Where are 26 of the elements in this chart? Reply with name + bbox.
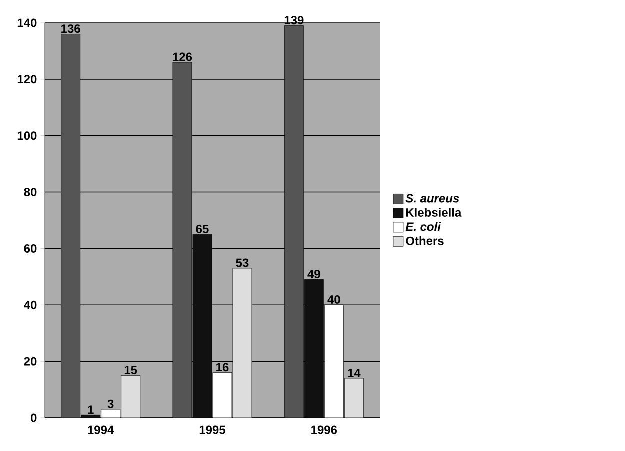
data-label: 65 (196, 224, 209, 234)
x-tick-label: 1995 (200, 426, 226, 434)
data-label: 126 (173, 52, 192, 62)
data-label: 3 (108, 400, 114, 408)
y-tick-label: 80 (24, 188, 37, 197)
legend-label: Klebsiella (406, 208, 462, 217)
y-tick-label: 120 (18, 75, 37, 84)
data-label: 14 (348, 369, 361, 378)
x-tick-label: 1994 (88, 426, 114, 434)
y-tick-label: 20 (24, 357, 37, 366)
data-label: 16 (216, 363, 229, 372)
data-label: 1 (88, 406, 94, 414)
y-tick-label: 40 (24, 300, 37, 310)
data-label: 15 (124, 366, 138, 374)
y-tick-label: 0 (30, 414, 37, 422)
x-tick-label: 1996 (312, 426, 338, 434)
y-tick-label: 140 (18, 18, 37, 28)
data-label: 136 (62, 24, 80, 34)
legend-label: S. aureus (406, 194, 460, 203)
data-label: 53 (236, 258, 249, 268)
data-label: 40 (328, 295, 340, 304)
data-label: 49 (308, 270, 320, 279)
legend-label: E. coli (406, 222, 442, 232)
y-tick-label: 100 (18, 132, 37, 140)
y-tick-label: 60 (24, 244, 37, 253)
legend-label: Others (406, 236, 444, 246)
